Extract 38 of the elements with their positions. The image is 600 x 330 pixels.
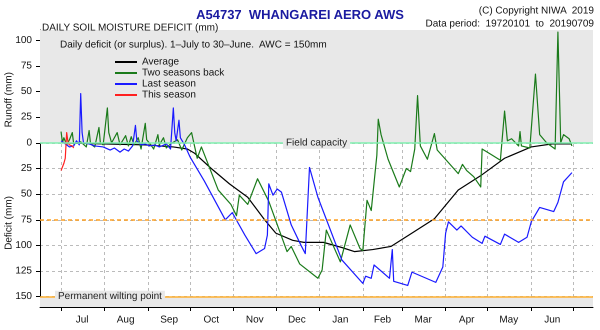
y-tick-label: 150 (15, 291, 32, 302)
y-tick-label: 100 (15, 34, 32, 46)
x-tick-label: Jun (544, 314, 560, 326)
legend-label: Last season (142, 78, 196, 90)
x-tick-label: May (499, 314, 518, 326)
ref-line-label: Permanent wilting point (58, 291, 162, 302)
x-tick-label: Sep (160, 314, 178, 326)
x-tick-label: Jan (332, 314, 348, 326)
legend-label: Two seasons back (142, 68, 226, 78)
y-tick-label: 0 (26, 137, 32, 148)
y-tick-label: 50 (20, 86, 32, 98)
line-series (60, 31, 573, 279)
y-tick-label: 50 (20, 188, 32, 200)
y-tick-label: 100 (15, 240, 32, 251)
legend-label: This season (142, 90, 196, 100)
text: Data period: 19720101 to 20190709 (426, 18, 594, 30)
y-tick-label: 25 (20, 163, 32, 174)
ref-line-label: Field capacity (286, 137, 348, 148)
y-axis-title: Deficit (mm) (4, 196, 14, 250)
text: Runoff (mm) (4, 72, 14, 128)
x-tick-label: Mar (414, 314, 432, 326)
x-tick-label: Oct (203, 314, 220, 326)
y-tick-label: 75 (20, 60, 32, 72)
x-tick-label: Feb (374, 314, 392, 326)
y-tick-label: 125 (15, 266, 32, 277)
y-tick-label: 25 (20, 112, 32, 123)
line-series (60, 132, 74, 172)
x-tick-label: Jul (76, 314, 89, 326)
chart-title: A54737 WHANGAREI AERO AWS (196, 7, 404, 22)
text: (C) Copyright NIWA 2019 (478, 6, 594, 16)
chart-subtitle: DAILY SOIL MOISTURE DEFICIT (mm) (42, 22, 218, 34)
x-tick-label: Aug (116, 314, 135, 326)
x-tick-label: Nov (246, 314, 264, 326)
annotation: Daily deficit (or surplus). 1–July to 30–June. AWC = 150mm (60, 40, 327, 50)
x-tick-label: Dec (288, 314, 306, 326)
y-tick-label: 75 (20, 214, 32, 226)
x-tick-label: Apr (458, 314, 476, 326)
legend-label: Average (142, 56, 180, 68)
